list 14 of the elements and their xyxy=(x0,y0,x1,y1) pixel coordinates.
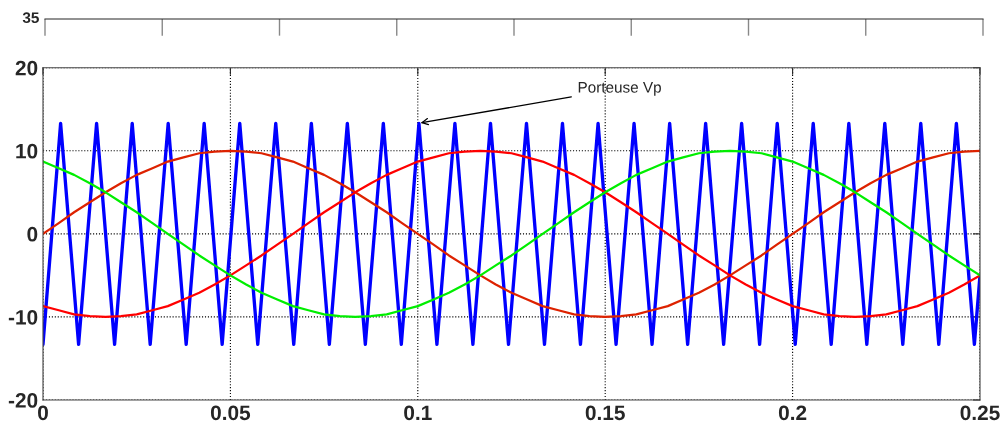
y-tick-label: 10 xyxy=(16,143,38,159)
x-tick-label: 0 xyxy=(38,405,48,421)
annotation: Porteuse Vp xyxy=(578,82,661,96)
line-series xyxy=(43,149,980,319)
x-tick-label: 0.25 xyxy=(960,405,1000,421)
y-tick-label: -20 xyxy=(8,393,38,408)
x-tick-label: 0.2 xyxy=(778,405,807,421)
y-tick-label: 20 xyxy=(15,60,38,76)
x-tick-label: 0.05 xyxy=(210,405,251,421)
y-tick-label: -10 xyxy=(8,309,38,325)
x-tick-label: 0.15 xyxy=(585,405,625,421)
x-tick-label: 0.1 xyxy=(404,405,432,421)
y-tick-label: 0 xyxy=(27,226,38,242)
text: 35 xyxy=(22,12,39,24)
